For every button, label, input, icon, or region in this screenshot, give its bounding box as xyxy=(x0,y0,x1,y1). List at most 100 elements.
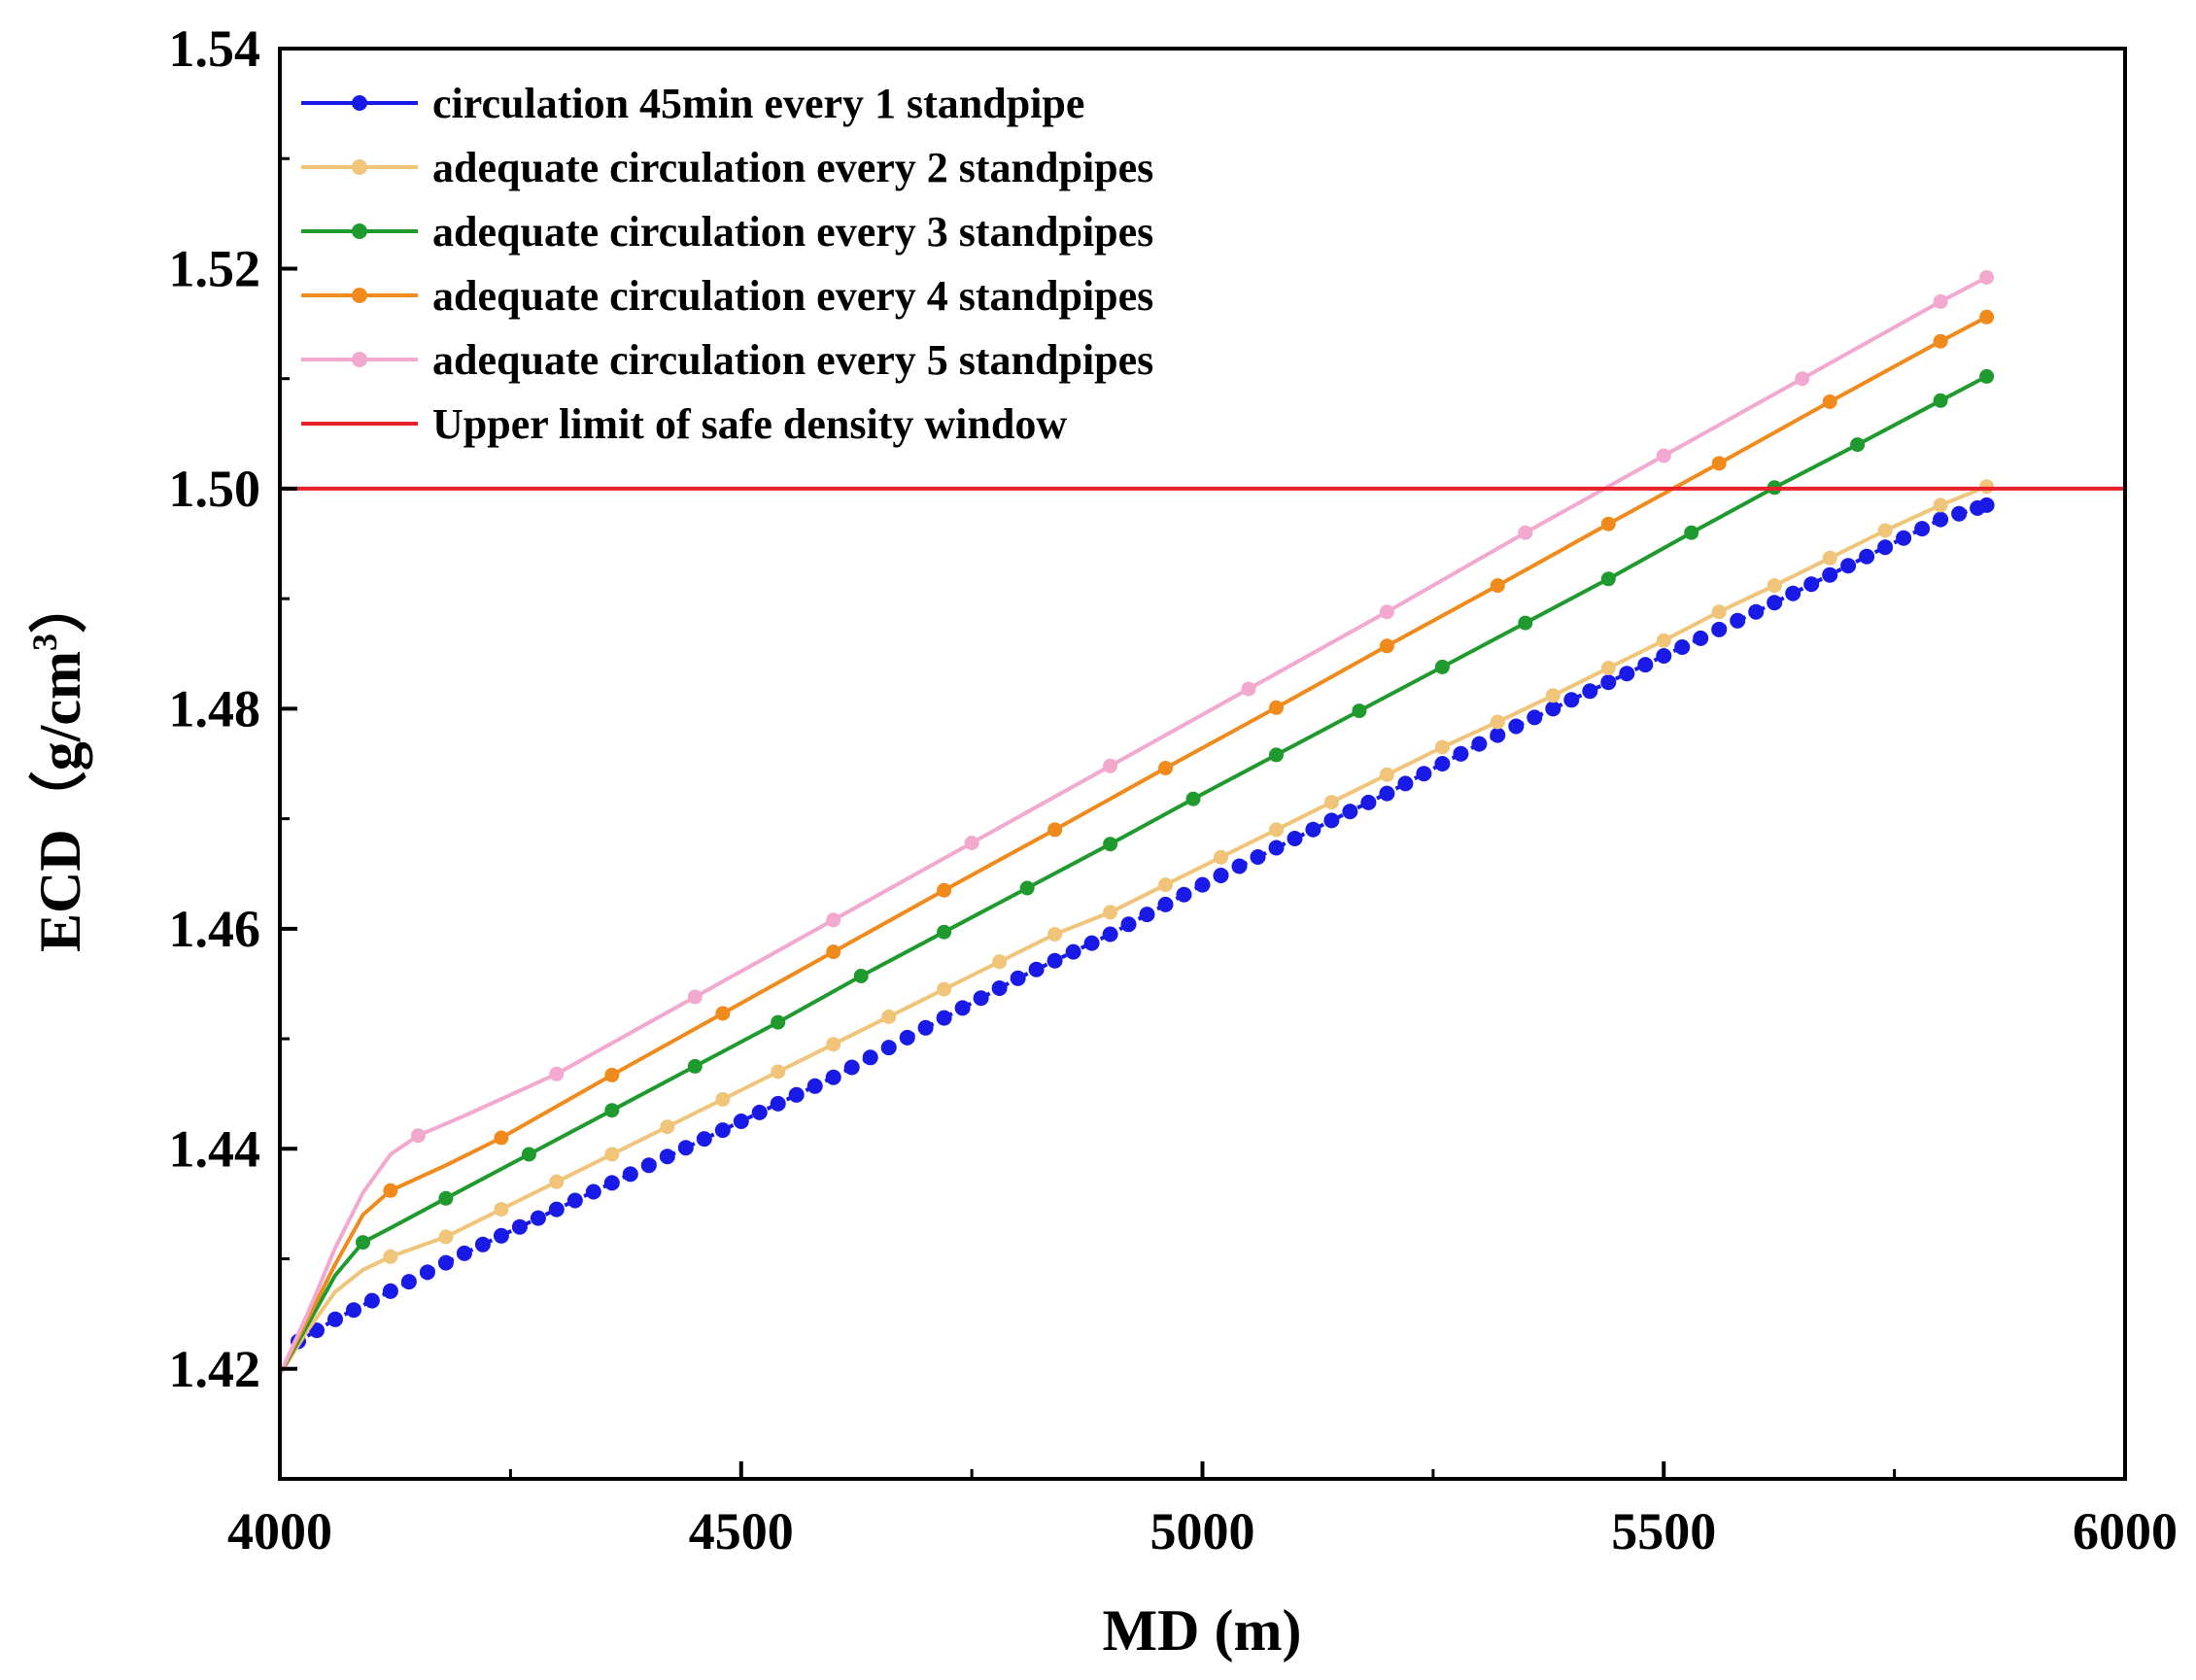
series-point xyxy=(1979,368,1995,384)
series-point xyxy=(585,1183,601,1200)
series-point xyxy=(1785,585,1801,601)
series-point xyxy=(493,1227,509,1244)
series-point xyxy=(327,1311,343,1327)
series-point xyxy=(604,1067,620,1082)
series-point xyxy=(603,1175,620,1191)
series-point xyxy=(1323,812,1340,829)
series-point xyxy=(1103,837,1118,852)
series-point xyxy=(1305,821,1321,838)
series-point xyxy=(1933,511,1949,528)
series-point xyxy=(1194,876,1211,893)
series-point xyxy=(1978,497,1995,513)
series-point xyxy=(714,1122,731,1139)
series-point xyxy=(346,1302,361,1319)
series-point xyxy=(1822,566,1838,583)
series-point xyxy=(549,1066,565,1081)
series-point xyxy=(1822,550,1837,566)
y-axis-title-superscript: 3 xyxy=(25,634,64,651)
series-5 xyxy=(278,270,1995,1376)
series-point xyxy=(400,1274,417,1290)
series-point xyxy=(1711,604,1727,620)
series-point xyxy=(438,1229,454,1245)
series-point xyxy=(1803,576,1820,593)
series-point xyxy=(1157,896,1174,912)
x-tick-label: 4000 xyxy=(227,1502,332,1560)
series-point xyxy=(1139,907,1155,923)
series-point xyxy=(1397,775,1414,792)
legend-label: circulation 45min every 1 standpipe xyxy=(432,80,1084,127)
series-point xyxy=(973,990,989,1007)
series-point xyxy=(1434,659,1450,674)
series-point xyxy=(1656,648,1672,664)
series-point xyxy=(1379,785,1395,802)
series-point xyxy=(383,1183,398,1198)
legend-label: adequate circulation every 3 standpipes xyxy=(432,208,1153,256)
x-tick-label: 5500 xyxy=(1611,1502,1716,1560)
series-point xyxy=(1453,745,1469,762)
legend-swatch-marker xyxy=(352,159,367,175)
series-point xyxy=(659,1149,675,1165)
y-tick-label: 1.46 xyxy=(169,900,261,958)
legend-swatch-marker xyxy=(352,288,367,303)
legend-item-2: adequate circulation every 2 standpipes xyxy=(301,144,1153,191)
series-point xyxy=(677,1140,694,1156)
series-point xyxy=(1379,767,1394,782)
x-tick-label: 4500 xyxy=(689,1502,794,1560)
series-point xyxy=(1518,525,1533,540)
series-point xyxy=(1047,822,1063,838)
y-axis-title: ECD（g/cm3） xyxy=(25,575,92,952)
series-point xyxy=(1711,621,1728,637)
series-point xyxy=(1352,703,1367,719)
series-point xyxy=(1656,633,1671,648)
y-tick-label: 1.44 xyxy=(169,1119,261,1178)
y-tick-label: 1.42 xyxy=(169,1340,261,1398)
series-point xyxy=(1103,758,1118,773)
series-point xyxy=(862,1049,878,1066)
series-point xyxy=(511,1218,528,1235)
series-point xyxy=(1103,905,1118,920)
series-point xyxy=(1158,761,1173,775)
series-point xyxy=(1600,571,1616,587)
series-point xyxy=(899,1029,915,1046)
y-axis-title-close: ） xyxy=(27,575,92,634)
series-point xyxy=(715,1091,731,1107)
series-point xyxy=(1545,688,1561,703)
series-point xyxy=(771,1064,786,1080)
series-point xyxy=(687,989,703,1005)
series-point xyxy=(1933,393,1948,408)
series-point xyxy=(383,1249,398,1264)
series-point xyxy=(530,1210,546,1226)
series-point xyxy=(622,1166,638,1183)
series-point xyxy=(1600,674,1617,691)
series-point xyxy=(1471,736,1488,752)
series-4 xyxy=(278,309,1995,1376)
series-point xyxy=(604,1103,620,1118)
series-1 xyxy=(291,497,1995,1350)
series-point xyxy=(825,1069,841,1085)
series-point xyxy=(936,1010,952,1026)
legend-label: adequate circulation every 5 standpipes xyxy=(432,336,1153,384)
series-point xyxy=(826,1037,841,1052)
x-tick-label: 6000 xyxy=(2073,1502,2178,1560)
series-point xyxy=(937,882,952,898)
series-point xyxy=(826,944,841,960)
series-line xyxy=(278,484,1988,1376)
series-point xyxy=(419,1264,435,1281)
series-2 xyxy=(278,479,1995,1376)
series-point xyxy=(881,1009,897,1024)
series-point xyxy=(1342,804,1358,820)
series-point xyxy=(474,1236,491,1252)
series-point xyxy=(1434,739,1450,755)
series-point xyxy=(521,1147,536,1162)
series-point xyxy=(1748,603,1765,620)
series-point xyxy=(549,1174,565,1189)
series-point xyxy=(494,1130,509,1146)
series-point xyxy=(1582,683,1598,700)
series-point xyxy=(1019,880,1035,896)
series-point xyxy=(1674,639,1691,655)
series-point xyxy=(456,1245,472,1261)
series-point xyxy=(992,954,1008,970)
legend-swatch-marker xyxy=(352,95,367,111)
